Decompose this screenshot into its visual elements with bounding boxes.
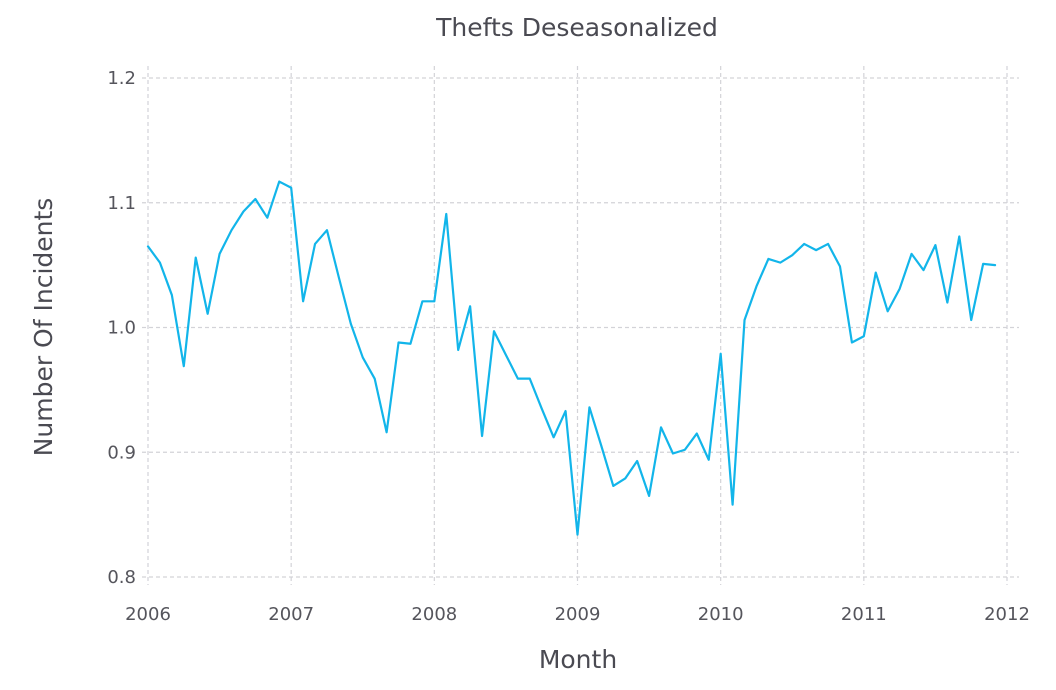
x-tick-label: 2012 bbox=[984, 604, 1030, 625]
y-tick-label: 1.1 bbox=[107, 193, 136, 214]
y-tick-label: 1.0 bbox=[107, 318, 136, 339]
y-tick-label: 0.9 bbox=[107, 442, 136, 463]
x-axis-label: Month bbox=[539, 645, 617, 674]
y-axis-label: Number Of Incidents bbox=[29, 198, 58, 457]
y-tick-label: 1.2 bbox=[107, 68, 136, 89]
x-tick-label: 2011 bbox=[841, 604, 887, 625]
x-tick-label: 2007 bbox=[268, 604, 314, 625]
series-line bbox=[146, 180, 997, 536]
x-tick-label: 2009 bbox=[555, 604, 601, 625]
gridlines bbox=[142, 66, 1019, 585]
series-layer bbox=[146, 180, 997, 536]
x-tick-label: 2006 bbox=[125, 604, 171, 625]
x-axis-ticks: 2006 2007 2008 2009 2010 2011 2012 bbox=[125, 604, 1030, 625]
x-tick-label: 2010 bbox=[698, 604, 744, 625]
chart-title: Thefts Deseasonalized bbox=[435, 13, 718, 42]
y-axis-ticks: 0.8 0.9 1.0 1.1 1.2 bbox=[107, 68, 136, 588]
y-tick-label: 0.8 bbox=[107, 567, 136, 588]
x-tick-label: 2008 bbox=[411, 604, 457, 625]
